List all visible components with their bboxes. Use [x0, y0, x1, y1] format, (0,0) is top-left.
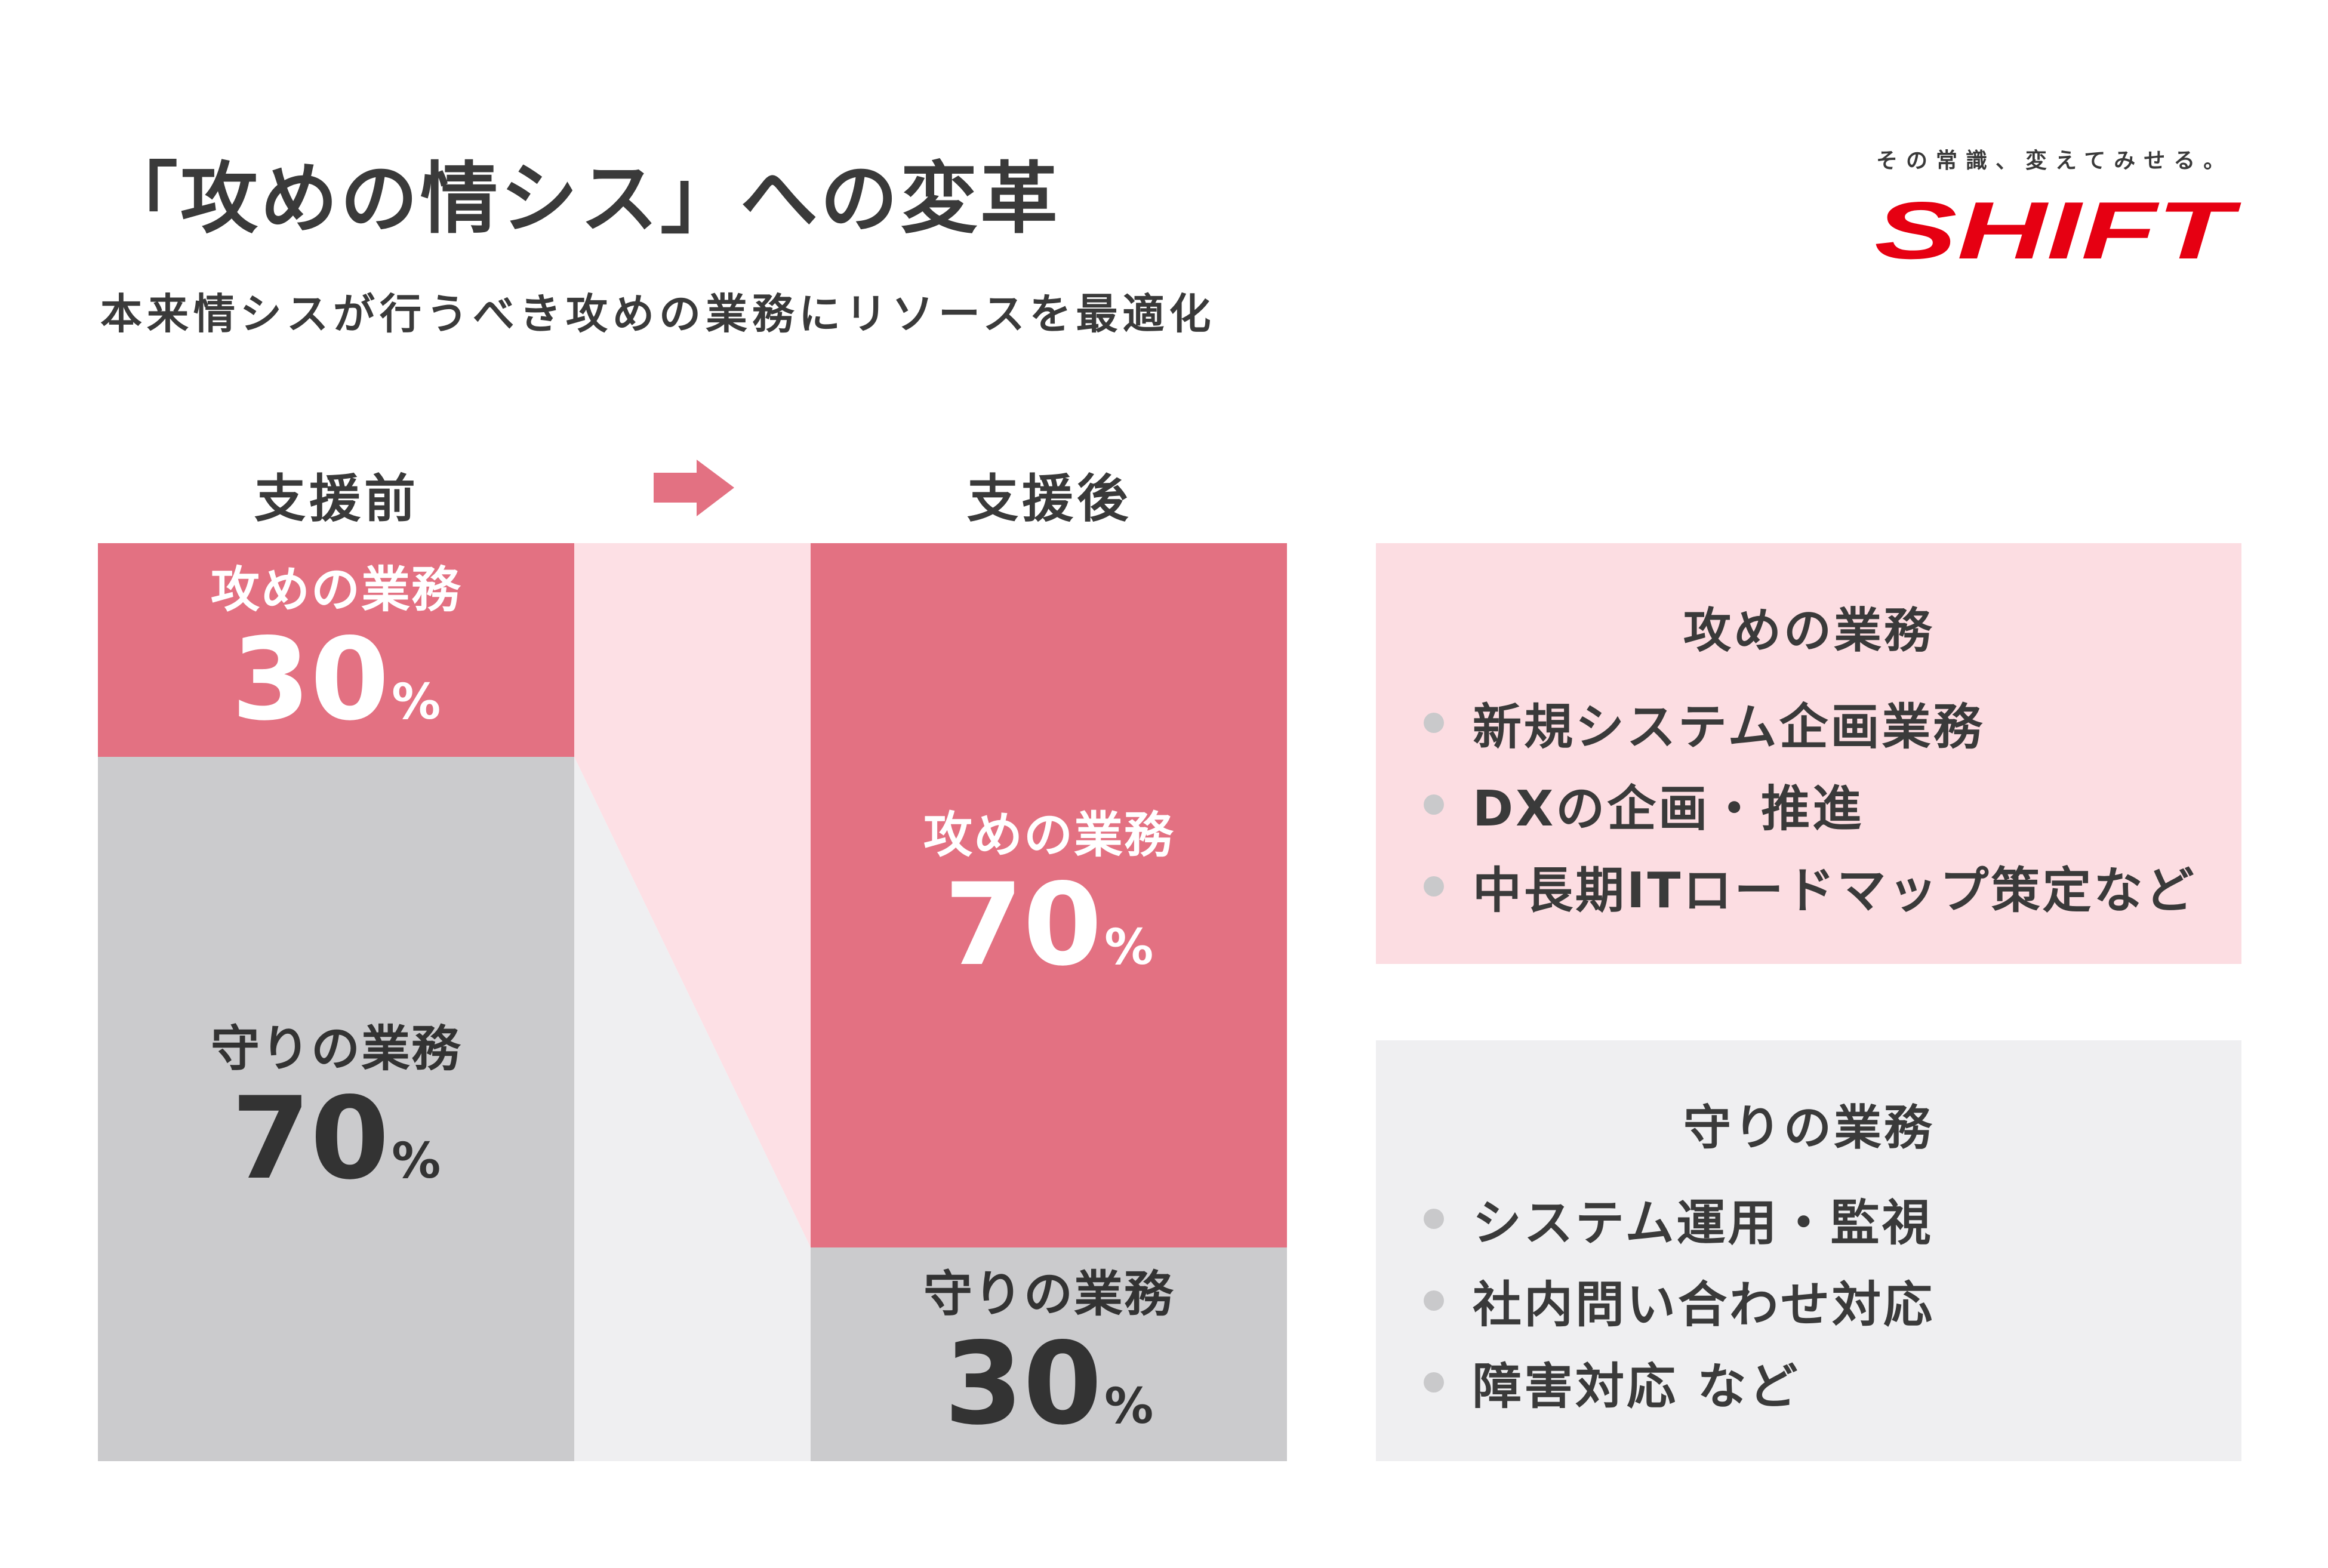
brand-tagline: その常識、変えてみせる。 — [1876, 149, 2234, 173]
bullet-icon — [1424, 712, 1444, 733]
after-defense-label: 守りの業務 — [923, 1265, 1174, 1323]
arrow-right-icon — [654, 460, 734, 516]
offense-panel-title: 攻めの業務 — [1683, 603, 1934, 658]
defense-list-item: 障害対応 など — [1424, 1341, 1935, 1423]
after-defense-number: 30 — [944, 1318, 1103, 1450]
defense-list: システム運用・監視 社内問い合わせ対応 障害対応 など — [1424, 1178, 1935, 1423]
offense-list-item: 新規システム企画業務 — [1424, 682, 2196, 763]
before-defense-unit: % — [392, 1133, 441, 1190]
defense-list-item: 社内問い合わせ対応 — [1424, 1259, 1935, 1341]
before-offense-value: 30% — [232, 623, 441, 737]
after-defense-block: 守りの業務 30% — [811, 1247, 1287, 1461]
before-defense-block: 守りの業務 70% — [98, 757, 574, 1461]
after-offense-label: 攻めの業務 — [923, 806, 1174, 864]
defense-list-item: システム運用・監視 — [1424, 1178, 1935, 1259]
after-heading: 支援後 — [967, 469, 1132, 529]
before-offense-unit: % — [392, 674, 441, 731]
after-offense-block: 攻めの業務 70% — [811, 543, 1287, 1247]
bullet-icon — [1424, 1290, 1444, 1311]
before-offense-block: 攻めの業務 30% — [98, 543, 574, 757]
defense-panel: 守りの業務 システム運用・監視 社内問い合わせ対応 障害対応 など — [1376, 1040, 2241, 1461]
bullet-icon — [1424, 876, 1444, 897]
after-offense-number: 70 — [944, 859, 1103, 991]
page-title: 「攻めの情シス」への変革 — [100, 153, 1061, 244]
shift-logo-text: SHIFT — [1874, 188, 2241, 272]
defense-connector — [574, 757, 811, 1461]
before-heading: 支援前 — [254, 469, 419, 529]
page-subtitle: 本来情シスが行うべき攻めの業務にリソースを最適化 — [100, 289, 1216, 338]
bullet-icon — [1424, 1372, 1444, 1393]
after-offense-unit: % — [1104, 919, 1154, 976]
before-defense-number: 70 — [231, 1073, 390, 1205]
after-defense-value: 30% — [944, 1327, 1154, 1441]
after-offense-value: 70% — [944, 868, 1154, 982]
before-offense-number: 30 — [231, 614, 390, 746]
bullet-icon — [1424, 794, 1444, 815]
offense-connector — [574, 543, 811, 1247]
before-defense-label: 守りの業務 — [210, 1020, 461, 1077]
after-defense-unit: % — [1104, 1378, 1154, 1435]
offense-list: 新規システム企画業務 DXの企画・推進 中長期ITロードマップ策定など — [1424, 682, 2196, 927]
offense-list-item: DXの企画・推進 — [1424, 763, 2196, 845]
defense-panel-title: 守りの業務 — [1683, 1100, 1934, 1156]
offense-list-item: 中長期ITロードマップ策定など — [1424, 845, 2196, 927]
before-defense-value: 70% — [232, 1082, 441, 1196]
before-offense-label: 攻めの業務 — [210, 561, 461, 618]
bullet-icon — [1424, 1208, 1444, 1229]
shift-logo: SHIFT — [1874, 188, 2241, 272]
offense-panel: 攻めの業務 新規システム企画業務 DXの企画・推進 中長期ITロードマップ策定な… — [1376, 543, 2241, 964]
